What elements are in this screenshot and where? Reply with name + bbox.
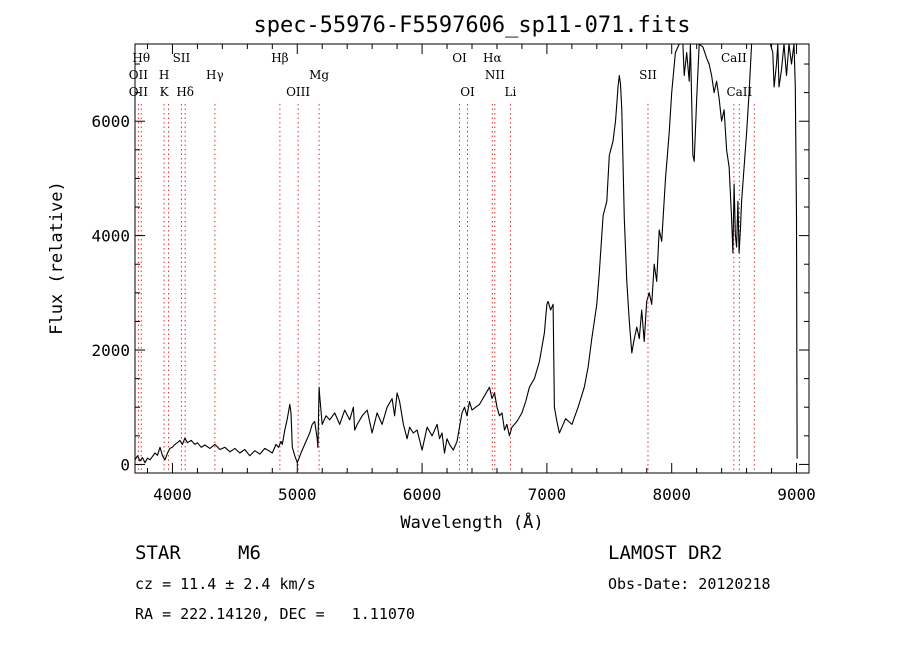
chart-title: spec-55976-F5597606_sp11-071.fits [253,13,690,38]
line-marker-label: Li [505,85,517,99]
observation-date: Obs-Date: 20120218 [608,575,771,593]
line-marker-label: OIII [286,85,310,99]
line-marker-label: H [159,68,169,82]
line-marker-label: OI [460,85,475,99]
line-marker-label: SII [639,68,657,82]
line-marker-label: K [160,85,170,99]
redshift-velocity: cz = 11.4 ± 2.4 km/s [135,575,316,593]
y-tick-label: 4000 [91,227,130,246]
y-tick-label: 6000 [91,112,130,131]
line-marker-label: Hδ [176,85,194,99]
line-marker-label: CaII [726,85,752,99]
line-marker-label: CaII [721,51,747,65]
line-marker-label: SII [173,51,191,65]
coordinates: RA = 222.14120, DEC = 1.11070 [135,605,415,623]
line-marker-label: OI [452,51,467,65]
plot-frame [134,43,810,474]
axis-ticks [135,44,809,473]
y-tick-label: 0 [120,455,130,474]
line-marker-label: OII [129,85,149,99]
survey-name: LAMOST DR2 [608,542,723,564]
x-tick-label: 5000 [278,485,317,504]
line-marker-label: Hα [483,51,502,65]
line-marker-label: NII [485,68,505,82]
y-tick-label: 2000 [91,341,130,360]
axis-tick-labels: 4000 5000 6000 7000 8000 9000 0 2000 4000 6000 [91,112,815,504]
line-marker-label: Mg [309,68,329,82]
line-marker-label: Hθ [132,51,150,65]
subclass: M6 [238,542,261,564]
x-tick-label: 8000 [652,485,691,504]
line-marker-label: Hγ [206,68,224,82]
y-axis-label: Flux (relative) [47,181,67,335]
x-tick-label: 4000 [153,485,192,504]
x-tick-label: 6000 [403,485,442,504]
object-class: STAR [135,542,181,564]
x-axis-label: Wavelength (Å) [400,511,543,533]
line-markers [137,104,755,473]
x-tick-label: 9000 [777,485,816,504]
spectrum-line [134,43,798,464]
x-tick-label: 7000 [528,485,567,504]
line-marker-label: OII [129,68,149,82]
line-marker-label: Hβ [271,51,288,65]
